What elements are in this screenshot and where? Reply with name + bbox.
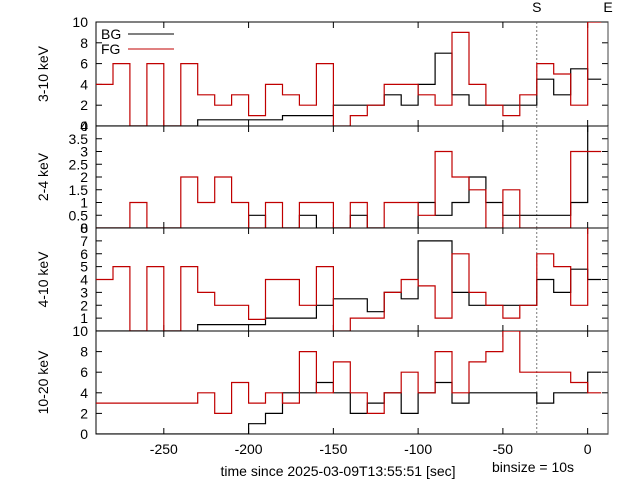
y-tick-label: 4: [80, 385, 88, 401]
binsize-label: binsize = 10s: [492, 459, 574, 475]
y-tick-label: 0: [80, 426, 88, 442]
marker-label-E: E: [603, 0, 612, 15]
y-tick-label: 7: [80, 233, 88, 249]
y-tick-label: 1.5: [69, 182, 89, 198]
y-tick-label: 3: [80, 284, 88, 300]
y-tick-label: 0: [80, 220, 88, 236]
y-axis-label: 2-4 keV: [35, 152, 51, 201]
y-tick-label: 5: [80, 259, 88, 275]
y-tick-label: 8: [80, 220, 88, 236]
y-tick-label: 4: [80, 272, 88, 288]
panel-3: 0 2 4 6 8 10 10-20 keV: [35, 323, 609, 442]
y-tick-label: 3: [80, 144, 88, 160]
y-tick-label: 6: [80, 364, 88, 380]
y-tick-label: 1: [80, 195, 88, 211]
x-tick-label: -50: [493, 441, 513, 457]
x-tick-label: -150: [319, 441, 347, 457]
legend-bg-label: BG: [101, 26, 121, 42]
x-tick-label: -250: [150, 441, 178, 457]
y-tick-label: 2: [80, 169, 88, 185]
x-tick-label: -100: [404, 441, 432, 457]
y-axis-label: 4-10 keV: [35, 251, 51, 308]
series-fg-line: [96, 331, 602, 414]
y-tick-label: 2.5: [69, 156, 89, 172]
y-tick-label: 10: [72, 323, 88, 339]
series-bg-line: [96, 52, 602, 126]
x-tick-label: 0: [584, 441, 592, 457]
legend: BG FG: [101, 26, 174, 57]
y-axis-label: 3-10 keV: [35, 45, 51, 102]
y-axis-label: 10-20 keV: [35, 350, 51, 414]
y-tick-label: 4: [80, 118, 88, 134]
legend-fg-label: FG: [101, 41, 120, 57]
series-fg-line: [96, 22, 602, 126]
y-tick-label: 1: [80, 310, 88, 326]
y-tick-label: 8: [80, 35, 88, 51]
panel-1: 00.511.522.533.542-4 keV: [35, 118, 609, 236]
panel-frame: [95, 330, 609, 435]
y-tick-label: 3.5: [69, 131, 89, 147]
y-tick-label: 2: [80, 97, 88, 113]
y-tick-label: 10: [72, 14, 88, 30]
series-fg-line: [96, 150, 602, 228]
y-tick-label: 2: [80, 297, 88, 313]
panel-frame: [95, 125, 609, 229]
panel-frame: [95, 227, 609, 332]
y-tick-label: 6: [80, 56, 88, 72]
series-bg-line: [96, 240, 602, 331]
x-tick-label: -200: [235, 441, 263, 457]
series-fg-line: [96, 228, 589, 331]
y-tick-label: 4: [80, 76, 88, 92]
y-tick-label: 2: [80, 405, 88, 421]
series-bg-line: [96, 126, 589, 228]
y-tick-label: 6: [80, 246, 88, 262]
y-tick-label: 8: [80, 344, 88, 360]
marker-label-S: S: [532, 0, 541, 15]
y-tick-label: 0: [80, 118, 88, 134]
y-tick-label: 0.5: [69, 207, 89, 223]
x-axis-label: time since 2025-03-09T13:55:51 [sec]: [220, 463, 455, 479]
panel-frame: [95, 21, 609, 127]
